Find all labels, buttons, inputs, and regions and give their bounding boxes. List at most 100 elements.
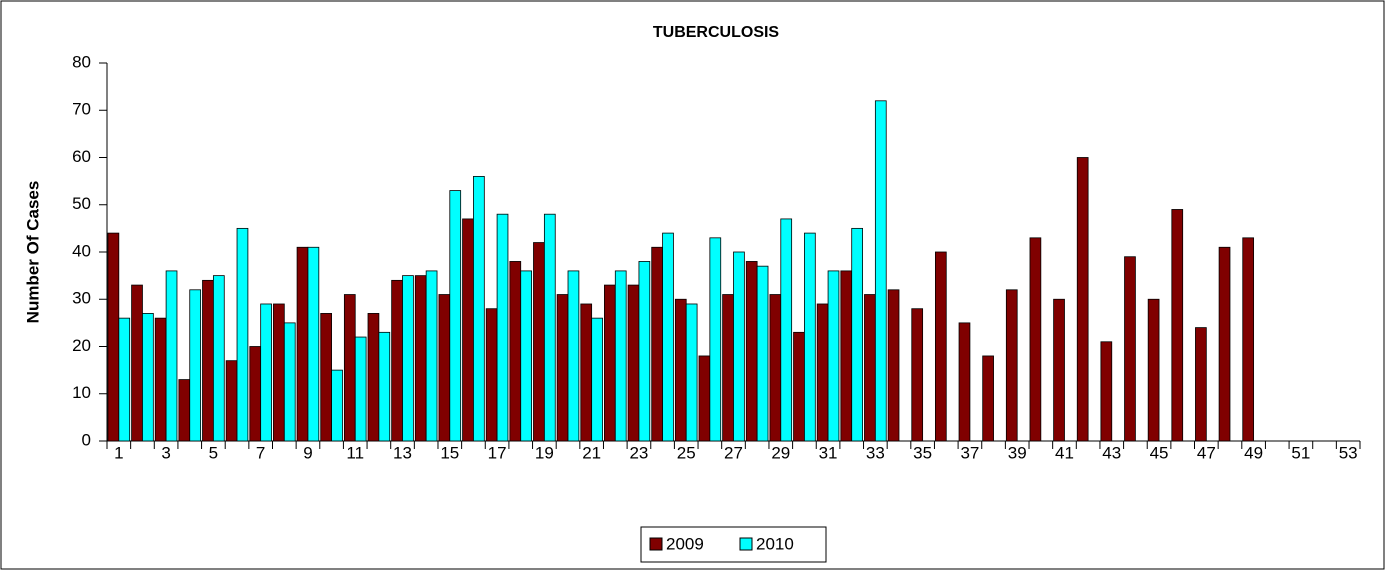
y-tick-label: 70: [72, 100, 91, 119]
bar: [958, 322, 971, 442]
bar: [154, 317, 167, 442]
bar: [142, 313, 154, 442]
x-tick-label: 31: [819, 443, 838, 462]
bar: [354, 336, 367, 442]
x-tick-label: 51: [1291, 443, 1310, 462]
bar: [131, 284, 143, 442]
bar: [485, 308, 498, 442]
x-tick-label: 7: [256, 443, 265, 462]
x-tick-label: 25: [677, 443, 696, 462]
bar: [189, 289, 202, 442]
x-tick-label: 43: [1102, 443, 1121, 462]
bar: [107, 232, 120, 442]
legend-swatch: [649, 537, 663, 551]
bar: [1029, 237, 1042, 442]
bar: [769, 294, 782, 442]
bar: [733, 251, 745, 442]
bar: [745, 261, 758, 442]
bar: [533, 242, 545, 442]
bar: [685, 303, 698, 442]
x-tick-label: 45: [1150, 443, 1169, 462]
bar: [756, 265, 769, 442]
x-tick-label: 49: [1244, 443, 1263, 462]
bar: [402, 275, 414, 442]
x-tick-label: 37: [960, 443, 979, 462]
legend-box: [640, 526, 827, 563]
bar: [580, 303, 593, 442]
bar: [556, 294, 569, 442]
bar: [273, 303, 285, 442]
bar: [1242, 237, 1255, 442]
bar: [320, 313, 332, 442]
bar: [887, 289, 900, 442]
bar: [496, 213, 509, 442]
bar: [793, 331, 805, 442]
bar: [1076, 157, 1089, 442]
bar: [425, 270, 438, 442]
bar: [840, 270, 853, 442]
y-tick-label: 40: [72, 241, 91, 260]
bar: [283, 322, 296, 442]
x-tick-label: 17: [488, 443, 507, 462]
bar: [414, 275, 427, 442]
bar: [260, 303, 272, 442]
x-tick-label: 11: [346, 443, 364, 462]
bar: [804, 232, 816, 442]
bar: [520, 270, 533, 442]
bar: [178, 379, 191, 442]
x-tick-label: 41: [1055, 443, 1074, 462]
x-tick-label: 47: [1197, 443, 1216, 462]
legend-swatch: [739, 537, 753, 551]
bar: [249, 346, 262, 442]
x-tick-label: 1: [114, 443, 123, 462]
y-tick-label: 20: [72, 336, 91, 355]
bar: [378, 331, 391, 442]
chart-title: TUBERCULOSIS: [653, 24, 780, 41]
bar: [662, 232, 674, 442]
legend-label: 2010: [756, 534, 794, 553]
bar: [864, 294, 876, 442]
bar: [567, 270, 580, 442]
bar: [1005, 289, 1018, 442]
bar: [473, 175, 485, 442]
y-tick-label: 30: [72, 289, 91, 308]
y-tick-label: 80: [72, 52, 91, 71]
bar: [982, 355, 994, 442]
legend-label: 2009: [666, 534, 704, 553]
bar: [627, 284, 640, 442]
bar: [698, 355, 711, 442]
bar: [709, 237, 722, 442]
x-tick-label: 3: [161, 443, 170, 462]
bar: [165, 270, 178, 442]
x-tick-label: 29: [771, 443, 790, 462]
bar: [236, 227, 249, 442]
x-tick-label: 23: [629, 443, 648, 462]
bar: [851, 227, 863, 442]
bar: [462, 218, 474, 442]
x-tick-label: 33: [866, 443, 885, 462]
bar: [225, 360, 238, 442]
bar: [1053, 298, 1065, 442]
bar: [449, 190, 462, 442]
bar: [391, 279, 403, 442]
x-tick-label: 39: [1008, 443, 1027, 462]
bar: [651, 246, 663, 442]
y-tick-label: 50: [72, 194, 91, 213]
x-tick-label: 9: [303, 443, 312, 462]
y-tick-label: 0: [82, 430, 91, 449]
bar: [674, 298, 687, 442]
bar: [1218, 246, 1231, 442]
bar: [343, 294, 356, 442]
bar: [780, 218, 793, 442]
bar: [874, 100, 887, 442]
x-tick-label: 5: [209, 443, 218, 462]
bar: [118, 317, 131, 442]
x-tick-label: 15: [440, 443, 459, 462]
bar: [307, 246, 320, 442]
bar: [816, 303, 829, 442]
y-tick-label: 60: [72, 147, 91, 166]
bar: [1100, 341, 1113, 442]
bar: [202, 279, 214, 442]
